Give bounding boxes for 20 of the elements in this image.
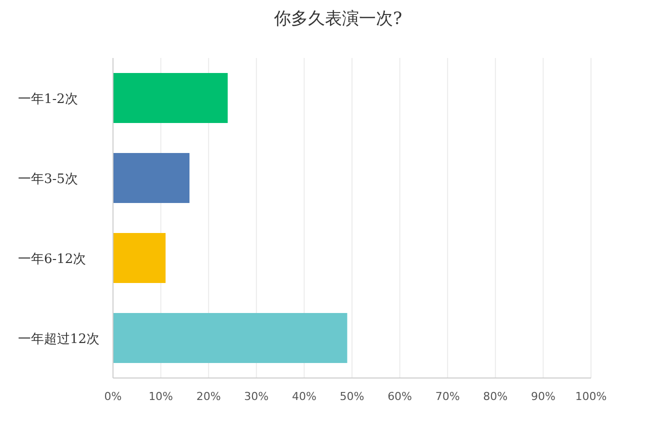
y-tick-label: 一年超过12次 (18, 332, 100, 347)
x-tick-label: 70% (435, 390, 460, 403)
x-tick-label: 80% (483, 390, 508, 403)
y-tick-label: 一年3-5次 (18, 172, 78, 187)
x-tick-label: 50% (340, 390, 364, 403)
bar (113, 153, 190, 203)
x-tick-label: 60% (388, 390, 412, 403)
chart-title: 你多久表演一次? (272, 9, 402, 29)
x-tick-label: 0% (104, 390, 122, 403)
x-tick-label: 40% (292, 390, 316, 403)
x-tick-label: 10% (148, 390, 174, 403)
bar (113, 73, 228, 123)
x-tick-label: 100% (575, 390, 607, 403)
bar (113, 313, 348, 363)
x-tick-label: 20% (196, 390, 221, 403)
y-tick-label: 一年6-12次 (18, 252, 86, 267)
y-tick-label: 一年1-2次 (18, 92, 78, 107)
bar (113, 233, 166, 283)
x-tick-label: 30% (244, 390, 269, 403)
x-tick-label: 90% (530, 390, 556, 403)
